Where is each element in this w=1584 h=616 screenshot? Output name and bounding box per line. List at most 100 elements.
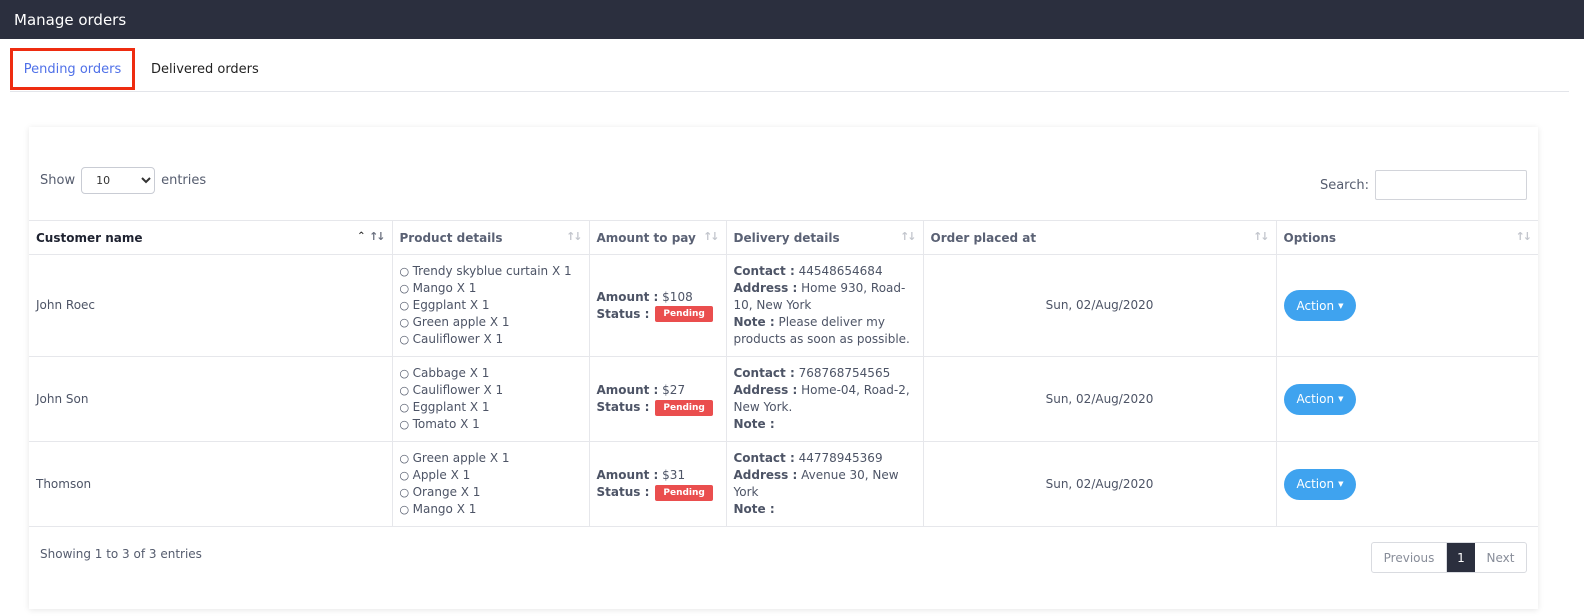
action-label: Action	[1296, 392, 1335, 406]
column-header-customer-name[interactable]: Customer name ⌃ ↑↓	[29, 220, 393, 255]
action-dropdown-button[interactable]: Action ▼	[1283, 383, 1357, 415]
amount-cell: Amount : $31 Status : Pending	[588, 441, 727, 527]
caret-down-icon: ▼	[1338, 395, 1344, 403]
sort-arrows-icon: ↑↓	[566, 230, 583, 243]
product-item: Eggplant X 1	[400, 399, 582, 416]
column-header-delivery-details[interactable]: Delivery details ↑↓	[725, 220, 924, 255]
status-label: Status :	[596, 306, 650, 321]
orders-card: Show 10 entries Search: Customer name ⌃ ↑↓…	[29, 127, 1538, 609]
column-label: Amount to pay	[596, 230, 696, 245]
sort-ascending-icon: ⌃	[357, 231, 366, 242]
tab-delivered-orders[interactable]: Delivered orders	[151, 61, 259, 77]
amount-label: Amount :	[596, 468, 659, 482]
sort-arrows-icon: ↑↓	[1515, 230, 1533, 243]
action-label: Action	[1296, 477, 1335, 491]
table-row: John Son Cabbage X 1 Cauliflower X 1 Egg…	[29, 356, 1538, 442]
product-item: Cabbage X 1	[400, 365, 582, 382]
product-item: Cauliflower X 1	[400, 382, 582, 399]
address-label: Address :	[733, 281, 798, 295]
product-item: Apple X 1	[400, 467, 582, 484]
customer-name-cell: John Son	[29, 356, 393, 442]
product-details-cell: Green apple X 1 Apple X 1 Orange X 1 Man…	[391, 441, 590, 527]
product-item: Mango X 1	[400, 280, 582, 297]
entries-length-control: Show 10 entries	[40, 167, 206, 194]
column-header-options[interactable]: Options ↑↓	[1275, 220, 1538, 255]
note-label: Note :	[733, 502, 775, 516]
amount-label: Amount :	[596, 383, 659, 397]
note-value: Please deliver my products as soon as po…	[733, 315, 910, 346]
contact-label: Contact :	[733, 451, 795, 465]
amount-value: $27	[662, 383, 686, 397]
column-header-product-details[interactable]: Product details ↑↓	[391, 220, 590, 255]
column-label: Options	[1283, 230, 1337, 245]
sort-arrows-icon: ↑↓	[900, 230, 917, 243]
contact-value: 768768754565	[798, 366, 891, 380]
action-dropdown-button[interactable]: Action ▼	[1283, 290, 1357, 321]
product-item: Cauliflower X 1	[400, 331, 582, 348]
product-item: Green apple X 1	[400, 314, 582, 331]
options-cell: Action ▼	[1275, 441, 1538, 527]
amount-value: $31	[662, 468, 686, 482]
delivery-details-cell: Contact : 44548654684 Address : Home 930…	[725, 254, 924, 357]
amount-value: $108	[662, 289, 693, 304]
product-details-cell: Cabbage X 1 Cauliflower X 1 Eggplant X 1…	[391, 356, 590, 442]
table-row: Thomson Green apple X 1 Apple X 1 Orange…	[29, 441, 1538, 527]
action-label: Action	[1296, 298, 1335, 313]
column-label: Order placed at	[930, 230, 1037, 245]
address-value: Home-04, Road-2, New York.	[733, 383, 910, 414]
table-controls: Show 10 entries Search:	[29, 127, 1538, 220]
note-label: Note :	[733, 315, 775, 329]
options-cell: Action ▼	[1275, 254, 1538, 357]
page-title: Manage orders	[14, 10, 127, 29]
amount-cell: Amount : $108 Status : Pending	[588, 254, 727, 357]
product-item: Trendy skyblue curtain X 1	[400, 263, 582, 280]
search-input[interactable]	[1375, 170, 1527, 200]
entries-label: entries	[161, 173, 207, 188]
product-item: Tomato X 1	[400, 416, 582, 433]
status-badge: Pending	[655, 306, 713, 322]
contact-label: Contact :	[733, 264, 795, 278]
product-item: Mango X 1	[400, 501, 582, 518]
product-item: Green apple X 1	[400, 450, 582, 467]
order-tabs: Pending orders Delivered orders	[10, 39, 1569, 92]
orders-table: Customer name ⌃ ↑↓ Product details ↑↓ Amoun…	[29, 220, 1538, 527]
amount-label: Amount :	[596, 289, 659, 304]
top-bar: Manage orders	[0, 0, 1584, 39]
entries-select[interactable]: 10	[81, 167, 156, 194]
sort-arrows-icon: ↑↓	[1253, 230, 1270, 243]
product-details-cell: Trendy skyblue curtain X 1 Mango X 1 Egg…	[391, 254, 590, 357]
column-label: Customer name	[36, 230, 143, 245]
pagination-previous-button[interactable]: Previous	[1372, 543, 1447, 572]
column-label: Product details	[399, 230, 503, 245]
search-control: Search:	[1320, 170, 1527, 200]
action-dropdown-button[interactable]: Action ▼	[1283, 468, 1357, 500]
column-header-order-placed-at[interactable]: Order placed at ↑↓	[922, 220, 1277, 255]
show-label: Show	[40, 173, 76, 188]
amount-cell: Amount : $27 Status : Pending	[588, 356, 727, 442]
status-label: Status :	[596, 485, 650, 499]
caret-down-icon: ▼	[1338, 301, 1344, 310]
order-date-cell: Sun, 02/Aug/2020	[922, 356, 1277, 442]
pagination-next-button[interactable]: Next	[1486, 550, 1515, 565]
status-label: Status :	[596, 400, 650, 414]
sort-arrows-icon: ↑↓	[369, 230, 386, 243]
address-label: Address :	[733, 468, 798, 482]
table-info: Showing 1 to 3 of 3 entries	[40, 547, 202, 561]
sort-arrows-icon: ↑↓	[703, 230, 720, 243]
column-header-amount-to-pay[interactable]: Amount to pay ↑↓	[588, 220, 727, 255]
contact-value: 44778945369	[798, 451, 883, 465]
customer-name-cell: Thomson	[29, 441, 393, 527]
pagination-page-1[interactable]: 1	[1447, 543, 1475, 572]
product-item: Orange X 1	[400, 484, 582, 501]
note-label: Note :	[733, 417, 775, 431]
delivery-details-cell: Contact : 44778945369 Address : Avenue 3…	[725, 441, 924, 527]
address-label: Address :	[733, 383, 798, 397]
search-label: Search:	[1319, 177, 1369, 193]
status-badge: Pending	[655, 484, 713, 501]
delivery-details-cell: Contact : 768768754565 Address : Home-04…	[725, 356, 924, 442]
contact-value: 44548654684	[798, 264, 883, 278]
pagination: Previous 1 Next	[1371, 542, 1527, 573]
order-date-cell: Sun, 02/Aug/2020	[922, 254, 1277, 357]
tab-pending-orders[interactable]: Pending orders	[10, 48, 135, 90]
contact-label: Contact :	[733, 366, 795, 380]
